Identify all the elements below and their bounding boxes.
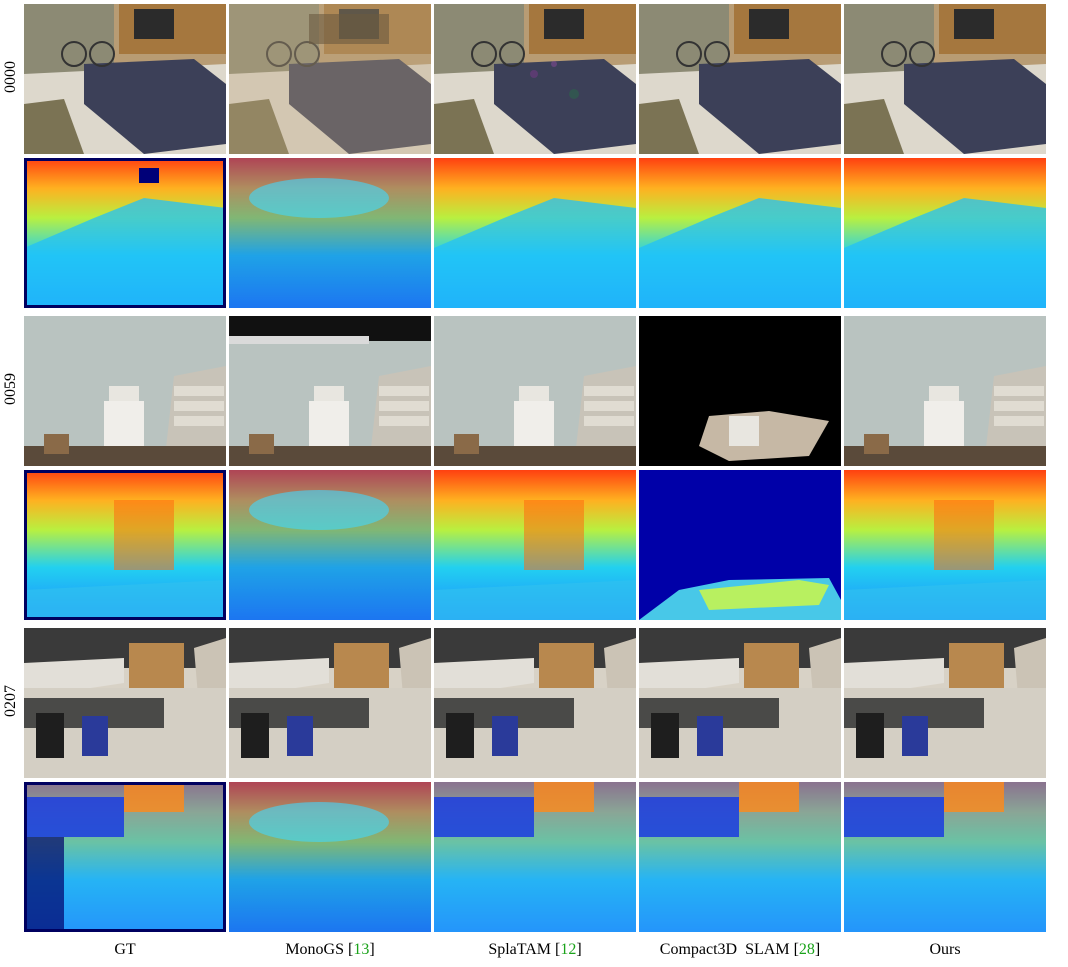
depth-image-0000-gt [24, 158, 226, 308]
citation: 13 [353, 941, 370, 958]
method-name: Compact3D SLAM [659, 941, 790, 958]
depth-image-0059-splatam [434, 470, 636, 620]
rgb-image-0000-compact3d [639, 4, 841, 154]
column-label-ours: Ours [844, 941, 1046, 959]
depth-image-0207-ours [844, 782, 1046, 932]
citation: 12 [560, 941, 577, 958]
rgb-image-0059-gt [24, 316, 226, 466]
scene-label-0000: 0000 [2, 61, 19, 93]
column-label-splatam: SplaTAM [12] [488, 941, 582, 958]
depth-image-0059-gt [24, 470, 226, 620]
depth-image-0059-ours [844, 470, 1046, 620]
rgb-image-0059-monogs [229, 316, 431, 466]
rgb-image-0000-gt [24, 4, 226, 154]
column-label-compact3d: Compact3D SLAM [28] [659, 941, 821, 958]
depth-image-0207-splatam [434, 782, 636, 932]
method-name: GT [114, 941, 136, 958]
rgb-image-0207-ours [844, 628, 1046, 778]
method-name: MonoGS [285, 941, 345, 958]
rgb-image-0000-ours [844, 4, 1046, 154]
depth-image-0207-gt [24, 782, 226, 932]
column-label-gt: GT [24, 941, 226, 959]
depth-image-0000-monogs [229, 158, 431, 308]
rgb-image-0059-compact3d [639, 316, 841, 466]
depth-image-0000-compact3d [639, 158, 841, 308]
citation: 28 [798, 941, 815, 958]
depth-image-0000-splatam [434, 158, 636, 308]
rgb-image-0059-splatam [434, 316, 636, 466]
rgb-image-0000-monogs [229, 4, 431, 154]
scene-label-0207: 0207 [2, 685, 19, 717]
rgb-image-0059-ours [844, 316, 1046, 466]
depth-image-0207-monogs [229, 782, 431, 932]
depth-image-0207-compact3d [639, 782, 841, 932]
depth-image-0000-ours [844, 158, 1046, 308]
column-label-monogs: MonoGS [13] [285, 941, 375, 958]
depth-image-0059-compact3d [639, 470, 841, 620]
method-name: Ours [929, 941, 961, 958]
method-name: SplaTAM [488, 941, 552, 958]
rgb-image-0207-splatam [434, 628, 636, 778]
scene-label-0059: 0059 [2, 373, 19, 405]
rgb-image-0207-monogs [229, 628, 431, 778]
rgb-image-0000-splatam [434, 4, 636, 154]
rgb-image-0207-compact3d [639, 628, 841, 778]
depth-image-0059-monogs [229, 470, 431, 620]
rgb-image-0207-gt [24, 628, 226, 778]
